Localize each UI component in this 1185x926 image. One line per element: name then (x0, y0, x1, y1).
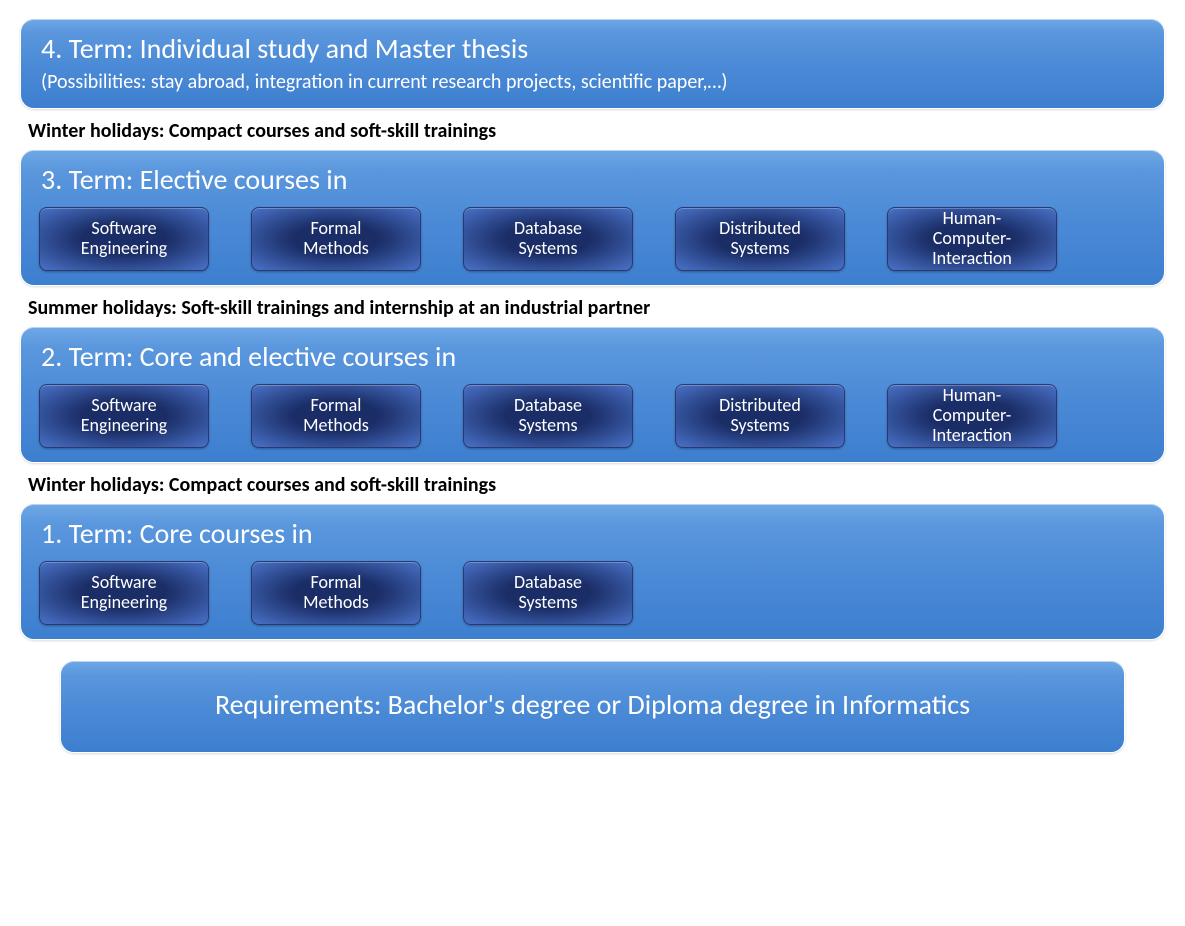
course-box: Distributed Systems (675, 207, 845, 271)
course-box: Human- Computer- Interaction (887, 207, 1057, 271)
term3-panel: 3. Term: Elective courses in Software En… (20, 149, 1165, 286)
winter-holidays-1-label: Winter holidays: Compact courses and sof… (28, 119, 1165, 143)
course-box: Software Engineering (39, 207, 209, 271)
term4-subtitle: (Possibilities: stay abroad, integration… (41, 70, 1146, 94)
course-box: Distributed Systems (675, 384, 845, 448)
term1-course-row: Software Engineering Formal Methods Data… (39, 561, 1146, 625)
summer-holidays-label: Summer holidays: Soft-skill trainings an… (28, 296, 1165, 320)
course-box: Formal Methods (251, 384, 421, 448)
term3-course-row: Software Engineering Formal Methods Data… (39, 207, 1146, 271)
term1-title: 1. Term: Core courses in (41, 516, 1146, 551)
term2-title: 2. Term: Core and elective courses in (41, 339, 1146, 374)
requirements-panel: Requirements: Bachelor's degree or Diplo… (60, 660, 1125, 753)
course-box: Formal Methods (251, 207, 421, 271)
winter-holidays-2-label: Winter holidays: Compact courses and sof… (28, 473, 1165, 497)
term3-title: 3. Term: Elective courses in (41, 162, 1146, 197)
requirements-text: Requirements: Bachelor's degree or Diplo… (215, 687, 970, 722)
course-box: Human- Computer- Interaction (887, 384, 1057, 448)
term4-panel: 4. Term: Individual study and Master the… (20, 18, 1165, 109)
course-box: Database Systems (463, 561, 633, 625)
course-box: Database Systems (463, 207, 633, 271)
term1-panel: 1. Term: Core courses in Software Engine… (20, 503, 1165, 640)
course-box: Formal Methods (251, 561, 421, 625)
term2-panel: 2. Term: Core and elective courses in So… (20, 326, 1165, 463)
course-box: Software Engineering (39, 561, 209, 625)
term2-course-row: Software Engineering Formal Methods Data… (39, 384, 1146, 448)
course-box: Software Engineering (39, 384, 209, 448)
term4-title: 4. Term: Individual study and Master the… (41, 31, 1146, 66)
course-box: Database Systems (463, 384, 633, 448)
